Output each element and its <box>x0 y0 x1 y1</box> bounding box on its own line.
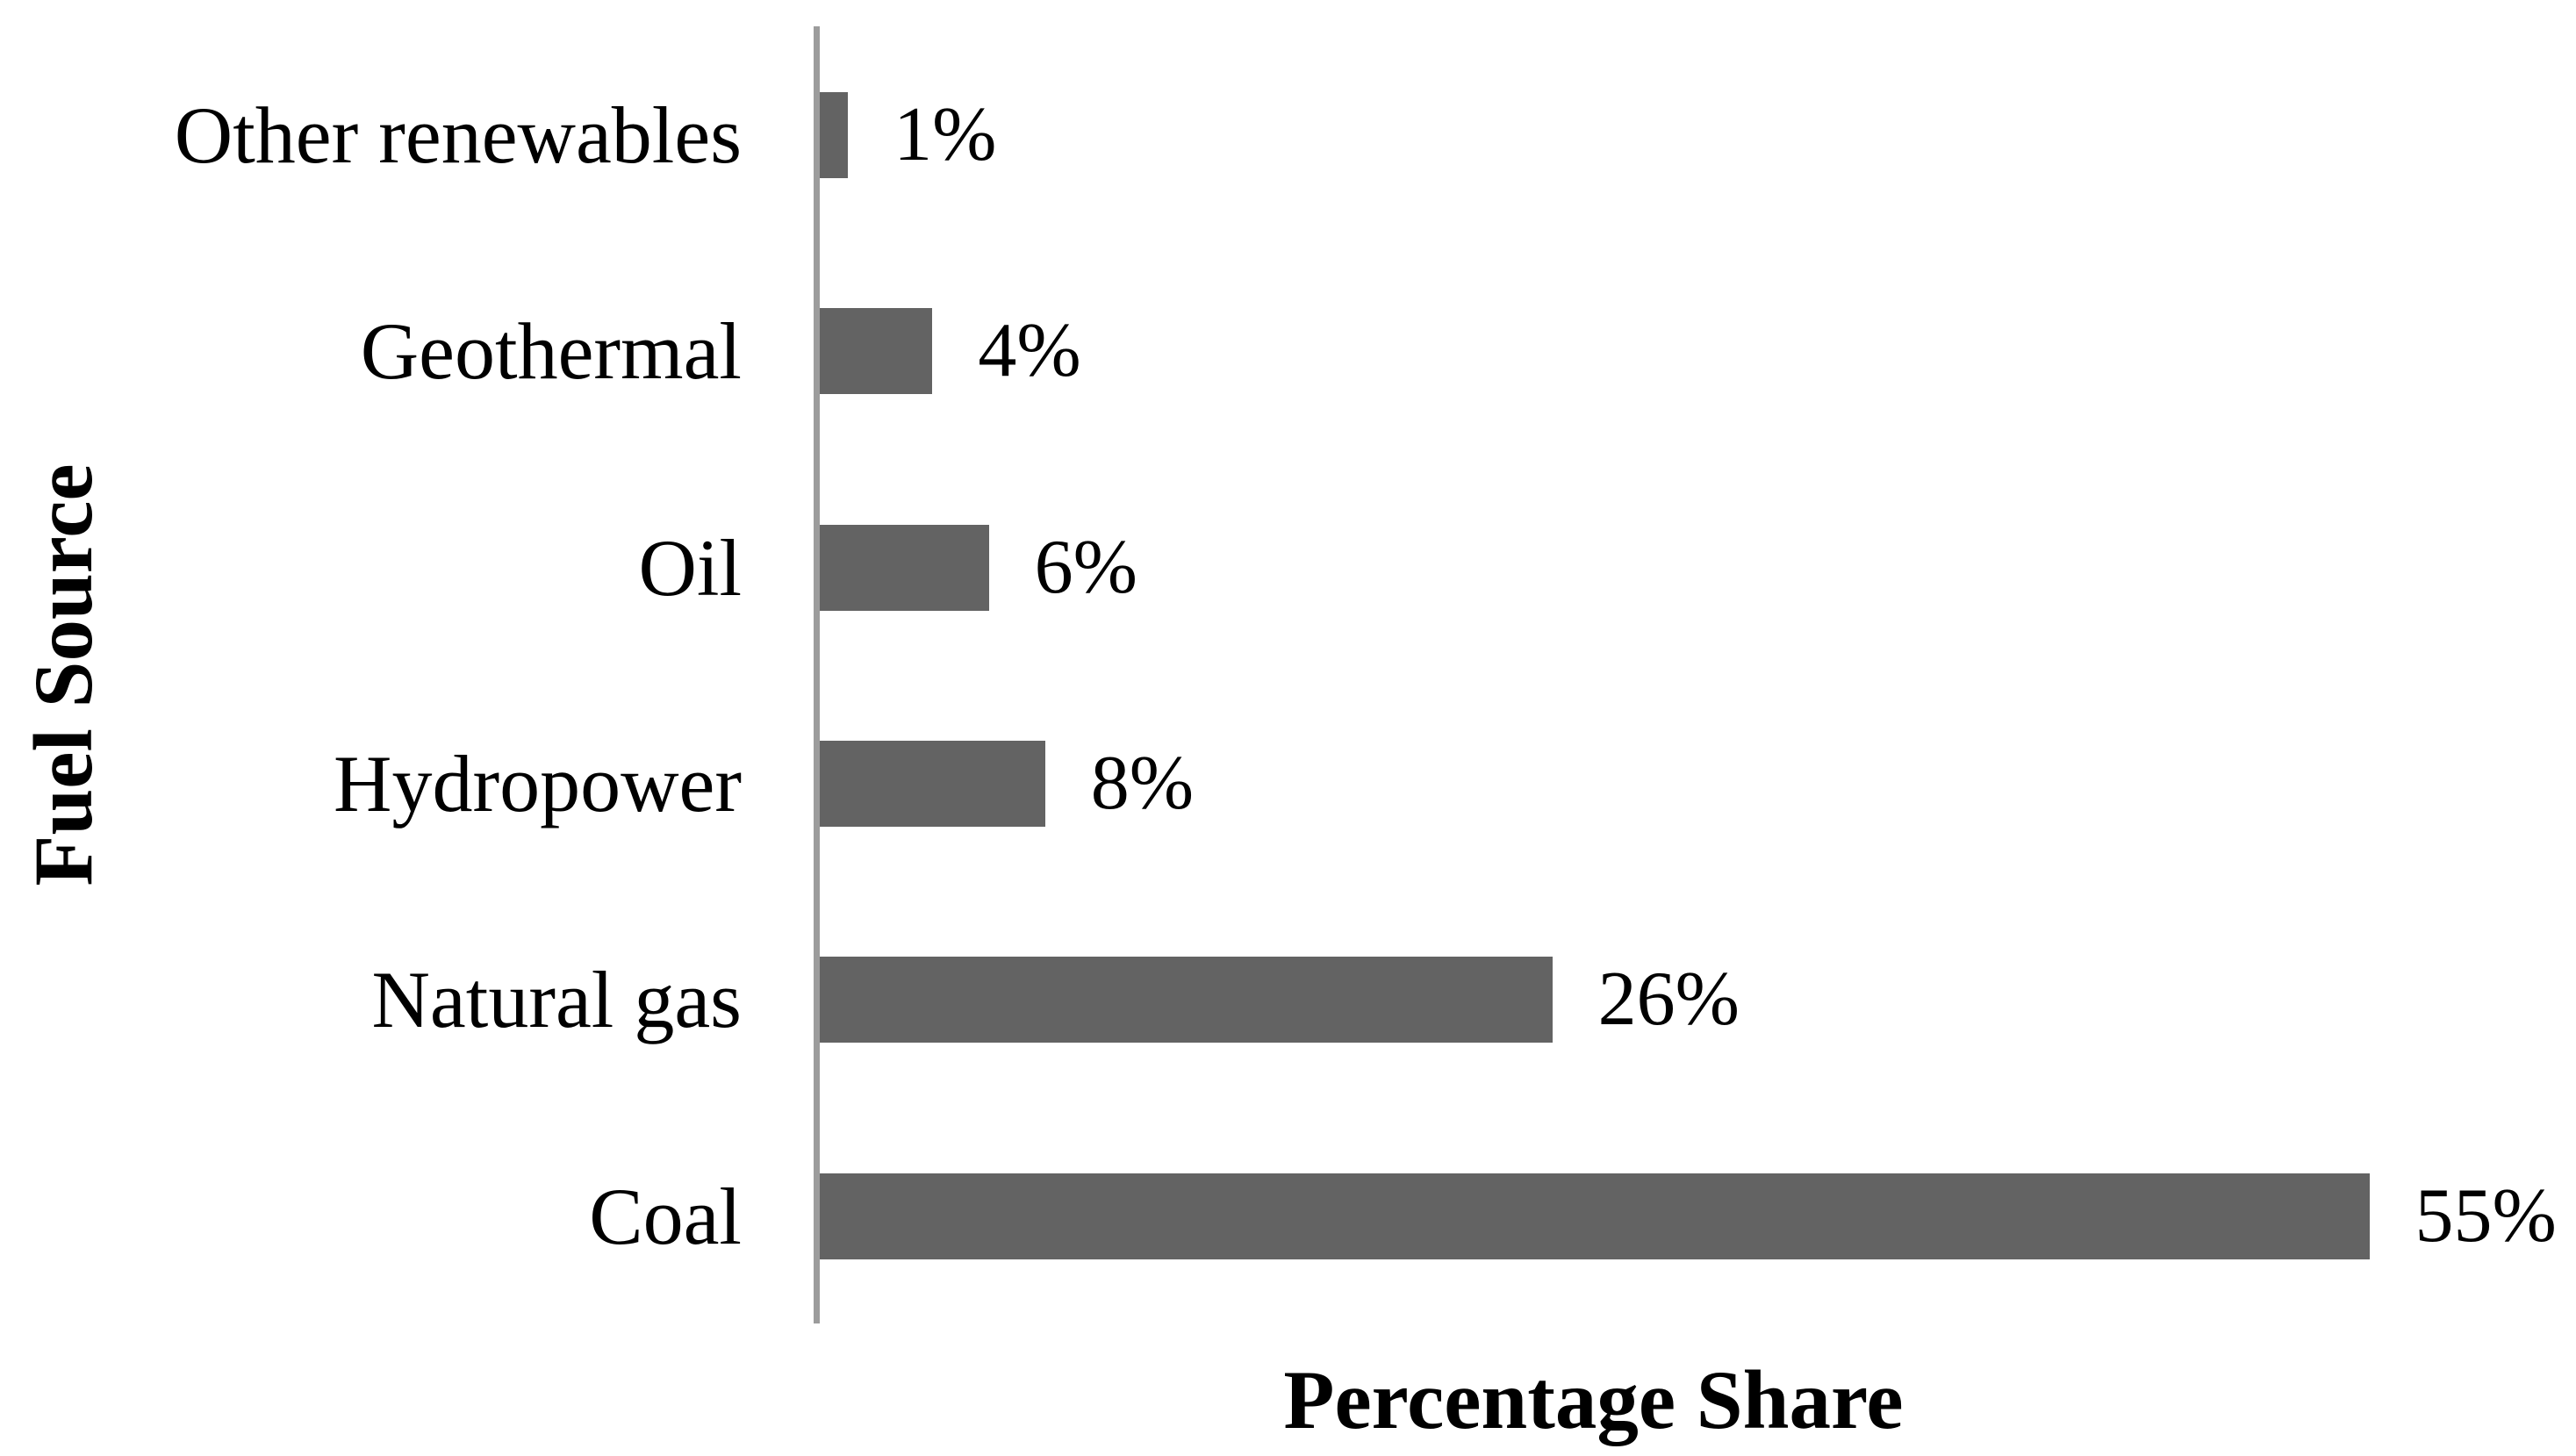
value-label: 1% <box>893 92 997 177</box>
value-label: 8% <box>1090 740 1195 826</box>
value-label: 26% <box>1597 957 1740 1043</box>
bar <box>820 92 849 178</box>
value-label: 4% <box>978 308 1081 394</box>
bar <box>820 1173 2370 1259</box>
bar <box>820 524 989 611</box>
value-label: 6% <box>1034 524 1137 610</box>
category-label: Coal <box>589 1171 742 1261</box>
category-label: Natural gas <box>371 955 742 1045</box>
x-axis-title: Percentage Share <box>1283 1353 1904 1446</box>
value-label: 55% <box>2415 1173 2557 1259</box>
category-label: Other renewables <box>174 90 742 180</box>
y-axis-line <box>814 26 820 1323</box>
bar <box>820 308 933 395</box>
bar <box>820 957 1553 1044</box>
bar <box>820 740 1045 827</box>
y-axis-title: Fuel Source <box>17 463 110 886</box>
category-label: Geothermal <box>360 306 742 397</box>
